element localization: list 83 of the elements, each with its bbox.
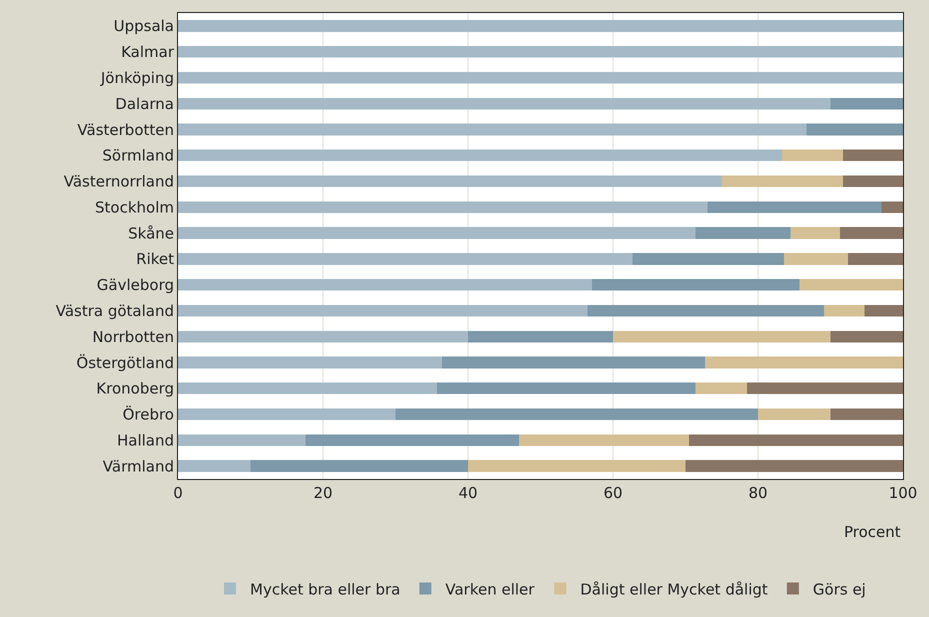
bar <box>436 382 696 394</box>
y-tick-label: Gävleborg <box>96 276 174 294</box>
bar <box>592 279 800 291</box>
bar <box>747 382 903 394</box>
bar <box>722 175 843 188</box>
legend-label: Varken eller <box>445 580 536 598</box>
bar <box>396 408 758 420</box>
bar <box>178 460 250 472</box>
bar <box>686 460 903 472</box>
y-tick-label: Dalarna <box>115 94 174 113</box>
bar <box>840 227 903 239</box>
bar <box>178 72 903 84</box>
bar <box>707 201 882 213</box>
bar <box>842 150 903 162</box>
bar <box>830 408 903 420</box>
y-tick-label: Norrbotten <box>92 328 174 346</box>
bar <box>178 330 468 342</box>
bar <box>848 253 903 265</box>
legend-label: Dåligt eller Mycket dåligt <box>580 580 768 598</box>
bar <box>178 150 782 162</box>
bar <box>830 98 903 110</box>
bar <box>782 150 843 162</box>
y-tick-label: Kalmar <box>121 43 175 62</box>
bar <box>784 253 848 265</box>
bar <box>178 253 633 265</box>
bar <box>758 408 830 420</box>
bar <box>468 460 686 472</box>
legend-label: Mycket bra eller bra <box>250 580 400 598</box>
y-tick-label: Västra götaland <box>56 302 174 320</box>
bar <box>696 227 791 239</box>
y-tick-label: Riket <box>136 250 174 268</box>
y-tick-label: Örebro <box>122 406 174 424</box>
y-tick-label: Uppsala <box>114 17 174 36</box>
bar <box>842 175 903 188</box>
bar <box>178 227 696 239</box>
x-tick-label: 100 <box>888 484 918 502</box>
y-tick-label: Västernorrland <box>64 172 174 191</box>
bar <box>178 124 807 136</box>
bar <box>178 46 903 58</box>
bar <box>178 408 396 420</box>
bar <box>705 356 903 368</box>
x-tick-label: 40 <box>458 484 478 502</box>
bar <box>468 330 613 342</box>
bar <box>613 330 830 342</box>
y-tick-label: Östergötland <box>76 354 174 372</box>
bar <box>799 279 903 291</box>
bar <box>696 382 748 394</box>
x-tick-label: 80 <box>748 484 768 502</box>
bar <box>588 304 824 317</box>
bar <box>306 434 519 446</box>
bar <box>864 304 903 317</box>
y-tick-label: Västerbotten <box>77 120 174 139</box>
y-tick-label: Jönköping <box>100 68 174 87</box>
y-tick-label: Värmland <box>102 457 174 476</box>
bar <box>178 304 588 317</box>
bar <box>178 98 830 110</box>
y-tick-label: Halland <box>116 431 174 450</box>
bar <box>442 356 706 368</box>
y-tick-label: Kronoberg <box>96 380 174 398</box>
x-tick-label: 60 <box>603 484 623 502</box>
y-tick-label: Skåne <box>128 224 174 242</box>
bar <box>824 304 865 317</box>
bar <box>689 434 903 446</box>
bar <box>178 20 903 32</box>
bar <box>178 434 306 446</box>
bar <box>830 330 903 342</box>
y-tick-label: Sörmland <box>102 146 174 165</box>
x-axis-title: Procent <box>844 523 901 541</box>
y-tick-label: Stockholm <box>95 198 174 216</box>
bar <box>250 460 468 472</box>
x-tick-label: 0 <box>173 484 183 502</box>
bar <box>178 201 708 213</box>
bar <box>881 201 903 213</box>
bar <box>178 382 437 394</box>
bar <box>632 253 784 265</box>
bar <box>178 175 722 188</box>
bar <box>178 356 442 368</box>
bar <box>806 124 903 136</box>
x-tick-label: 20 <box>313 484 333 502</box>
bar <box>790 227 840 239</box>
bar <box>178 279 592 291</box>
bar <box>518 434 690 446</box>
legend-label: Görs ej <box>812 580 866 598</box>
